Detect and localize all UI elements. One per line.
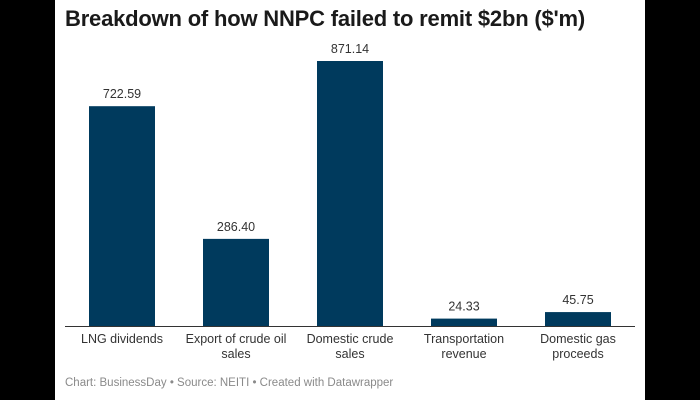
category-label: LNG dividends [81, 332, 163, 346]
value-label: 24.33 [448, 300, 479, 314]
bar [431, 318, 497, 326]
chart-footer: Chart: BusinessDay • Source: NEITI • Cre… [65, 377, 394, 389]
category-label: Domestic crude [307, 332, 394, 346]
category-label: Transportation [424, 332, 504, 346]
category-label: Domestic gas [540, 332, 616, 346]
bar [545, 312, 611, 326]
category-label: revenue [441, 347, 486, 361]
value-label: 286.40 [217, 220, 255, 234]
value-label: 45.75 [562, 293, 593, 307]
category-label: Export of crude oil [186, 332, 287, 346]
value-label: 722.59 [103, 87, 141, 101]
bar [89, 106, 155, 326]
value-label: 871.14 [331, 42, 369, 56]
category-label: proceeds [552, 347, 603, 361]
category-label: sales [335, 347, 364, 361]
bar [317, 61, 383, 326]
category-label: sales [221, 347, 250, 361]
bar [203, 238, 269, 326]
chart-title: Breakdown of how NNPC failed to remit $2… [65, 6, 586, 31]
